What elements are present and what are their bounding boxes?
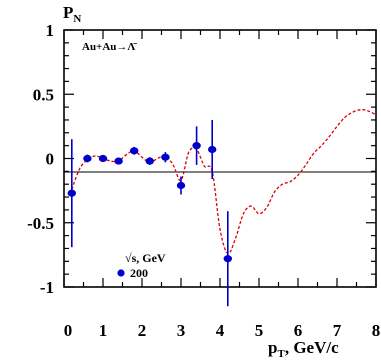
x-tick-label: 1 <box>99 321 108 340</box>
x-axis-label-unit: , GeV/c <box>285 338 339 357</box>
y-tick-label: 1 <box>46 21 55 40</box>
data-point <box>83 155 91 162</box>
x-axis-label-main: p <box>268 338 277 357</box>
plot-frame <box>64 30 376 287</box>
x-tick-label: 8 <box>372 321 381 340</box>
data-point <box>208 146 216 153</box>
legend-entry: 200 <box>130 266 148 280</box>
data-point <box>192 142 200 149</box>
y-tick-labels: 1 0.5 0 -0.5 -1 <box>27 21 54 297</box>
data-point <box>99 155 107 162</box>
model-curve <box>72 110 376 254</box>
data-point <box>114 157 122 164</box>
y-axis-label-sub: N <box>73 13 81 25</box>
y-tick-label: 0 <box>46 150 55 169</box>
data-point <box>68 190 76 197</box>
x-tick-label: 0 <box>64 321 73 340</box>
data-point <box>177 182 185 189</box>
y-tick-label: 0.5 <box>33 85 54 104</box>
x-tick-label: 2 <box>138 321 147 340</box>
y-tick-label: -1 <box>40 278 54 297</box>
axis-ticks <box>64 30 376 287</box>
data-point <box>224 255 232 262</box>
data-point <box>161 154 169 161</box>
data-point <box>146 157 154 164</box>
legend-title: √s, GeV <box>125 251 166 265</box>
y-axis-label: PN <box>63 3 81 25</box>
x-tick-label: 3 <box>177 321 186 340</box>
y-tick-label: -0.5 <box>27 214 54 233</box>
x-tick-label: 4 <box>216 321 225 340</box>
x-tick-label: 5 <box>255 321 264 340</box>
y-axis-label-main: P <box>63 3 73 22</box>
x-axis-label: pT, GeV/c <box>268 338 339 360</box>
model-curve-layer <box>72 110 376 254</box>
data-points-layer <box>68 120 232 306</box>
reaction-annotation: Au+Au→Λ̄ <box>82 41 137 53</box>
data-point <box>130 147 138 154</box>
legend-marker <box>117 269 124 276</box>
